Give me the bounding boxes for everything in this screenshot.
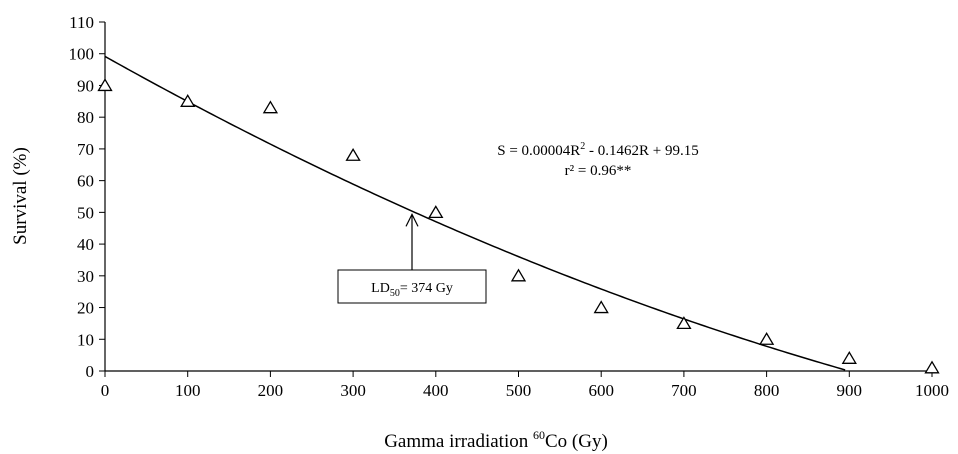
equation-post: - 0.1462R + 99.15 xyxy=(585,143,698,159)
data-point xyxy=(510,268,527,282)
ld50-post: = 374 Gy xyxy=(400,281,453,296)
y-tick-label: 60 xyxy=(77,172,94,191)
y-tick-label: 0 xyxy=(86,362,95,381)
axes xyxy=(104,22,932,372)
ld50-arrow-head xyxy=(405,213,419,227)
data-point xyxy=(841,351,857,364)
ld50-annotation: LD50= 374 Gy xyxy=(337,213,487,304)
equation-pre: S = 0.00004R xyxy=(497,143,580,159)
y-tick-label: 80 xyxy=(77,108,94,127)
equation-label: S = 0.00004R2 - 0.1462R + 99.15 xyxy=(497,141,699,159)
y-tick-label: 10 xyxy=(77,330,94,349)
y-tick-label: 110 xyxy=(69,13,94,32)
data-point xyxy=(924,360,940,374)
x-tick-label: 100 xyxy=(175,381,201,400)
data-point xyxy=(345,147,361,161)
ld50-label: LD50= 374 Gy xyxy=(371,281,453,299)
x-axis-title-pre: Gamma irradiation xyxy=(384,431,533,452)
y-tick-label: 20 xyxy=(77,299,94,318)
y-tick-label: 100 xyxy=(69,45,95,64)
data-points xyxy=(97,78,940,374)
y-tick-label: 50 xyxy=(77,203,94,222)
x-axis-title-sup: 60 xyxy=(533,428,545,442)
ld50-pre: LD xyxy=(371,281,390,296)
x-tick-label: 800 xyxy=(754,381,780,400)
x-tick-label: 500 xyxy=(506,381,532,400)
x-tick-label: 200 xyxy=(258,381,284,400)
trendline-curve xyxy=(104,55,846,371)
data-point xyxy=(180,94,196,107)
data-point xyxy=(428,205,444,219)
data-point xyxy=(593,300,609,314)
x-tick-label: 600 xyxy=(588,381,614,400)
r-squared-label: r² = 0.96** xyxy=(565,163,632,179)
x-tick-label: 0 xyxy=(101,381,110,400)
y-tick-label: 90 xyxy=(77,76,94,95)
y-tick-label: 30 xyxy=(77,267,94,286)
data-point xyxy=(676,316,692,330)
y-tick-label: 40 xyxy=(77,235,94,254)
x-axis-title: Gamma irradiation 60Co (Gy) xyxy=(384,428,608,452)
x-tick-label: 1000 xyxy=(915,381,949,400)
data-point xyxy=(758,331,775,345)
data-point xyxy=(262,100,279,114)
equation-sup: 2 xyxy=(580,141,585,152)
x-tick-label: 900 xyxy=(837,381,863,400)
data-point xyxy=(97,78,113,92)
ticks: 0 100 200 300 400 500 600 700 800 900 1000 0 10 20 30 4… xyxy=(69,13,950,400)
ld50-sub: 50 xyxy=(390,288,400,299)
x-tick-label: 300 xyxy=(340,381,366,400)
x-tick-label: 700 xyxy=(671,381,697,400)
y-axis-title: Survival (%) xyxy=(10,147,31,245)
x-axis-title-post: Co (Gy) xyxy=(545,431,608,452)
ld50-box xyxy=(337,269,487,304)
x-tick-label: 400 xyxy=(423,381,449,400)
y-tick-label: 70 xyxy=(77,140,94,159)
